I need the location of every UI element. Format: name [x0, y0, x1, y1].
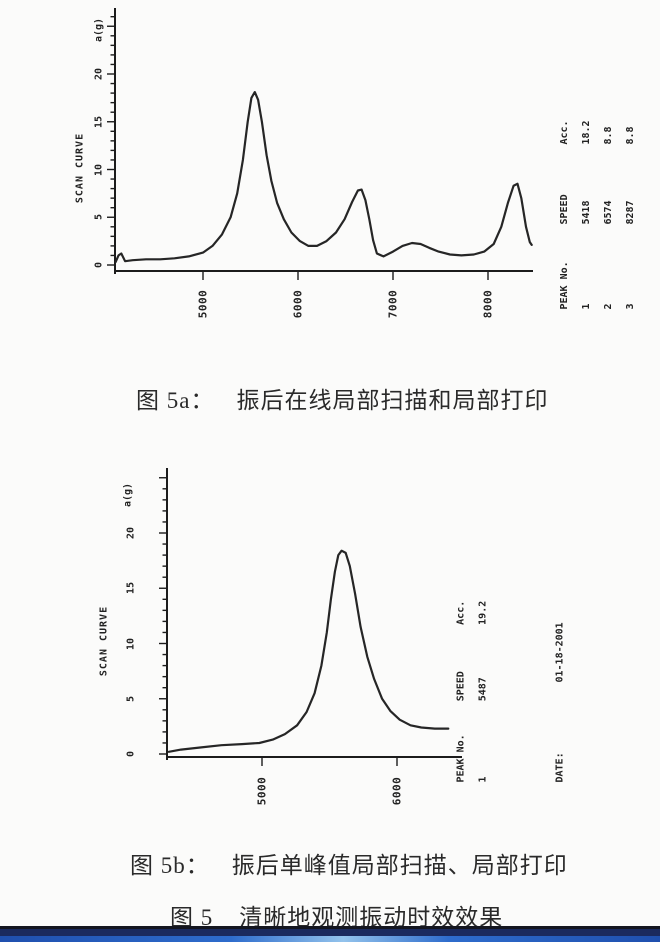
peak-table-cell: PEAK No.	[455, 734, 466, 783]
chart5b-axis-title: SCAN CURVE	[98, 605, 110, 677]
chart5a-y-unit: a(g)	[93, 17, 105, 43]
caption-5b-label: 图 5b：	[130, 853, 210, 878]
x-tick-label: 7000	[386, 289, 400, 319]
date-value: 01-18-2001	[554, 622, 565, 683]
bottom-bar-navy-band	[0, 929, 660, 936]
y-tick-label: 0	[125, 750, 137, 758]
peak-table-cell: PEAK No.	[558, 261, 570, 310]
y-tick-label: 10	[125, 637, 137, 650]
y-tick-label: 15	[93, 115, 105, 128]
y-tick-label: 5	[125, 695, 137, 702]
y-tick-label: 0	[93, 261, 105, 269]
x-tick-label: 5000	[196, 289, 210, 319]
y-tick-label: 10	[93, 163, 105, 176]
peak-table-header-row: PEAK No. SPEED Acc.	[553, 85, 575, 310]
peak-table-cell: SPEED	[558, 194, 570, 225]
peak-table-cell: 8287	[624, 200, 636, 225]
peak-table-5b: PEAK No. SPEED Acc. 1 5487 19.2	[450, 568, 494, 783]
x-tick-label: 5000	[255, 776, 269, 806]
y-tick-label: 15	[125, 582, 137, 595]
figure-caption-5a: 图 5a： 振后在线局部扫描和局部打印	[136, 381, 548, 415]
peak-table-cell: 2	[602, 303, 614, 310]
date-row: DATE: 01-18-2001	[549, 568, 571, 783]
x-tick-label: 6000	[390, 776, 404, 806]
peak-table-cell: 8.8	[624, 126, 636, 145]
peak-table-cell: 1	[580, 303, 592, 310]
x-tick-label: 8000	[481, 289, 495, 319]
y-tick-label: 5	[93, 214, 105, 221]
peak-table-cell: 5487	[477, 677, 488, 702]
peak-table-cell: 18.2	[580, 120, 592, 145]
peak-table-cell: Acc.	[558, 120, 570, 145]
caption-5a-text: 振后在线局部扫描和局部打印	[236, 388, 549, 413]
caption-5a-label: 图 5a：	[136, 388, 215, 413]
peak-table-cell: 3	[624, 303, 636, 310]
chart5a-axis-title: SCAN CURVE	[74, 132, 86, 204]
peak-table-row: 1 5487 19.2	[472, 568, 494, 783]
caption-5-text: 清晰地观测振动时效效果	[239, 905, 504, 930]
caption-5-label: 图 5	[170, 905, 214, 930]
bottom-bar-blue-strip	[0, 936, 660, 942]
peak-table-cell: SPEED	[455, 671, 466, 702]
caption-5b-text: 振后单峰值局部扫描、局部打印	[231, 853, 568, 878]
figure-caption-5: 图 5 清晰地观测振动时效效果	[170, 898, 503, 932]
peak-table-cell: Acc.	[455, 600, 466, 625]
figure-caption-5b: 图 5b： 振后单峰值局部扫描、局部打印	[130, 846, 568, 880]
peak-table-row: 1 5418 18.2	[575, 85, 597, 310]
peak-table-cell: 1	[477, 776, 488, 783]
peak-table-cell: 8.8	[602, 126, 614, 145]
x-tick-label: 6000	[291, 289, 305, 319]
y-tick-label: 20	[125, 526, 137, 540]
peak-table-header-row: PEAK No. SPEED Acc.	[450, 568, 472, 783]
bottom-blue-bar	[0, 926, 660, 942]
date-label: DATE:	[554, 752, 565, 783]
peak-table-cell: 19.2	[477, 600, 488, 625]
peak-table-row: 3 8287 8.8	[619, 85, 641, 310]
peak-table-row: 2 6574 8.8	[597, 85, 619, 310]
peak-table-cell: 5418	[580, 200, 592, 225]
peak-table-5b-block: PEAK No. SPEED Acc. 1 5487 19.2 DATE: 01-18-2…	[450, 568, 575, 783]
chart5b-y-unit: a(g)	[122, 482, 134, 508]
bottom-bar-dark-line	[0, 926, 660, 929]
y-tick-label: 20	[93, 67, 105, 81]
peak-table-cell: 6574	[602, 200, 614, 225]
peak-table-5a: PEAK No. SPEED Acc. 1 5418 18.2 2 6574 8.8 3 8287 8…	[553, 85, 641, 310]
